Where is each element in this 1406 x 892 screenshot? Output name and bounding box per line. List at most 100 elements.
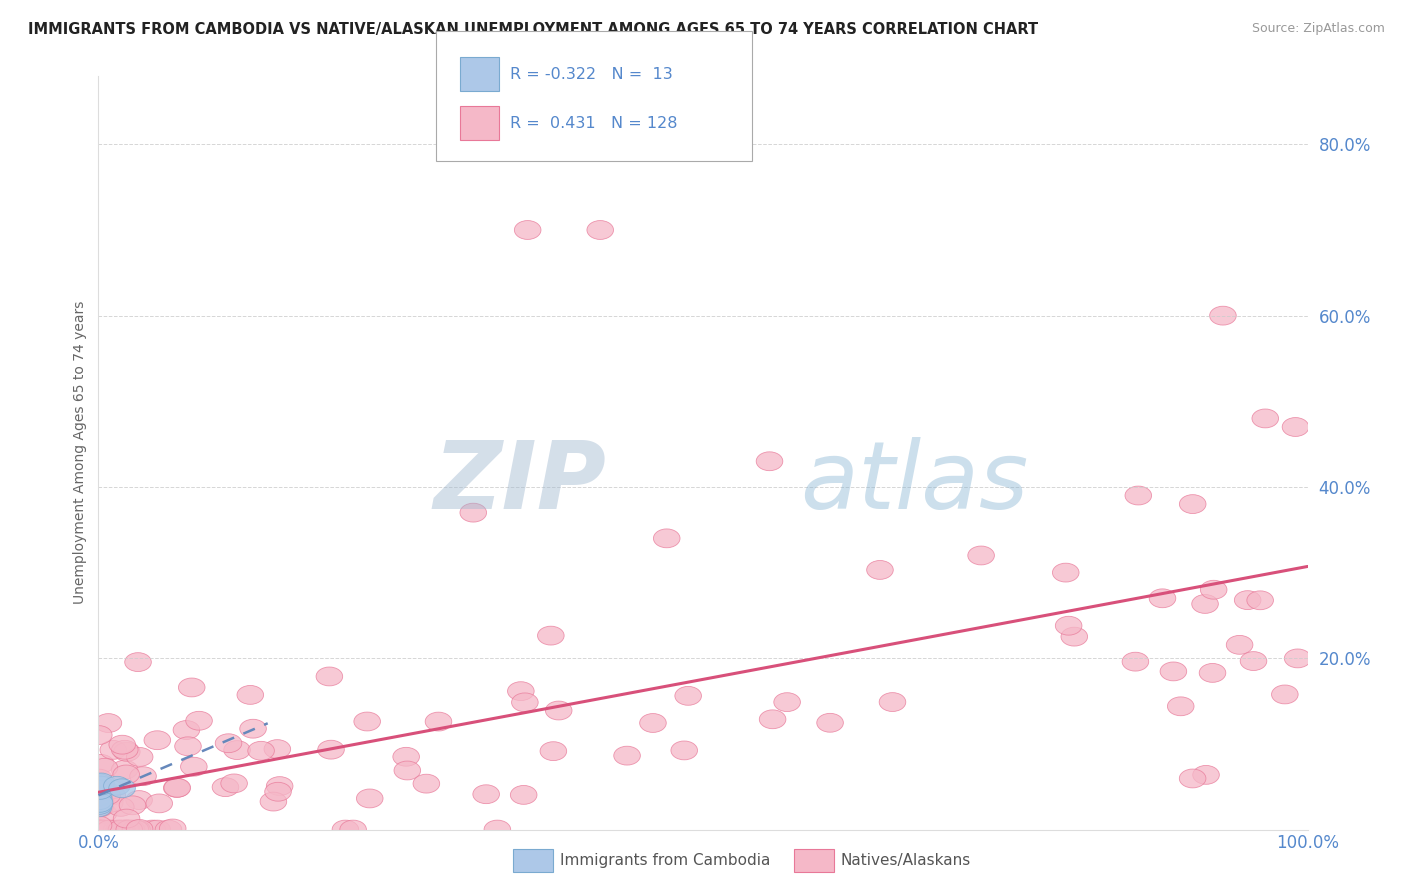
Ellipse shape <box>122 820 149 839</box>
Ellipse shape <box>1284 649 1310 668</box>
Ellipse shape <box>86 792 111 811</box>
Ellipse shape <box>86 820 111 839</box>
Ellipse shape <box>340 820 367 839</box>
Ellipse shape <box>614 747 640 765</box>
Ellipse shape <box>163 779 190 797</box>
Ellipse shape <box>540 742 567 761</box>
Ellipse shape <box>146 794 173 813</box>
Ellipse shape <box>1209 306 1236 325</box>
Ellipse shape <box>515 220 541 239</box>
Ellipse shape <box>546 701 572 720</box>
Ellipse shape <box>127 747 153 766</box>
Ellipse shape <box>879 692 905 712</box>
Ellipse shape <box>238 685 263 705</box>
Ellipse shape <box>654 529 681 548</box>
Ellipse shape <box>1062 627 1088 646</box>
Ellipse shape <box>118 820 145 839</box>
Ellipse shape <box>247 741 274 760</box>
Ellipse shape <box>114 742 141 761</box>
Ellipse shape <box>125 790 152 809</box>
Ellipse shape <box>159 819 186 838</box>
Ellipse shape <box>139 820 166 839</box>
Ellipse shape <box>114 809 139 828</box>
Ellipse shape <box>143 820 170 839</box>
Ellipse shape <box>174 737 201 756</box>
Ellipse shape <box>240 719 266 738</box>
Ellipse shape <box>967 546 994 565</box>
Ellipse shape <box>86 820 112 839</box>
Ellipse shape <box>86 786 112 805</box>
Ellipse shape <box>817 714 844 732</box>
Ellipse shape <box>1180 495 1206 514</box>
Ellipse shape <box>186 711 212 731</box>
Ellipse shape <box>510 786 537 805</box>
Ellipse shape <box>1271 685 1298 704</box>
Ellipse shape <box>1056 616 1083 635</box>
Ellipse shape <box>221 774 247 793</box>
Ellipse shape <box>155 820 181 839</box>
Ellipse shape <box>1282 417 1309 436</box>
Ellipse shape <box>120 796 146 814</box>
Ellipse shape <box>97 794 124 813</box>
Ellipse shape <box>179 678 205 697</box>
Ellipse shape <box>86 816 112 835</box>
Ellipse shape <box>86 769 112 788</box>
Ellipse shape <box>1240 652 1267 671</box>
Ellipse shape <box>1122 652 1149 671</box>
Text: Natives/Alaskans: Natives/Alaskans <box>841 854 972 868</box>
Ellipse shape <box>87 780 112 799</box>
Ellipse shape <box>224 740 250 759</box>
Ellipse shape <box>266 777 292 796</box>
Ellipse shape <box>472 785 499 804</box>
Ellipse shape <box>86 797 112 817</box>
Ellipse shape <box>332 820 359 839</box>
Ellipse shape <box>103 820 129 839</box>
Ellipse shape <box>173 721 200 739</box>
Ellipse shape <box>212 778 239 797</box>
Ellipse shape <box>86 780 111 798</box>
Ellipse shape <box>1053 563 1078 582</box>
Ellipse shape <box>586 220 613 239</box>
Ellipse shape <box>87 755 114 773</box>
Ellipse shape <box>86 791 112 810</box>
Ellipse shape <box>264 739 291 758</box>
Ellipse shape <box>1201 581 1227 599</box>
Ellipse shape <box>93 781 120 800</box>
Ellipse shape <box>86 820 112 839</box>
Ellipse shape <box>143 731 170 749</box>
Ellipse shape <box>107 797 134 816</box>
Ellipse shape <box>675 687 702 706</box>
Text: IMMIGRANTS FROM CAMBODIA VS NATIVE/ALASKAN UNEMPLOYMENT AMONG AGES 65 TO 74 YEAR: IMMIGRANTS FROM CAMBODIA VS NATIVE/ALASK… <box>28 22 1038 37</box>
Ellipse shape <box>94 786 121 805</box>
Text: Source: ZipAtlas.com: Source: ZipAtlas.com <box>1251 22 1385 36</box>
Ellipse shape <box>1160 662 1187 681</box>
Ellipse shape <box>90 804 117 822</box>
Ellipse shape <box>108 820 135 839</box>
Ellipse shape <box>1167 697 1194 715</box>
Ellipse shape <box>87 773 114 792</box>
Ellipse shape <box>86 820 111 839</box>
Ellipse shape <box>260 792 287 811</box>
Ellipse shape <box>111 760 138 779</box>
Text: R =  0.431   N = 128: R = 0.431 N = 128 <box>510 116 678 130</box>
Ellipse shape <box>1180 769 1206 788</box>
Ellipse shape <box>1234 591 1261 609</box>
Ellipse shape <box>1192 595 1219 614</box>
Ellipse shape <box>108 735 135 754</box>
Text: R = -0.322   N =  13: R = -0.322 N = 13 <box>510 67 673 81</box>
Ellipse shape <box>508 681 534 700</box>
Ellipse shape <box>87 797 112 817</box>
Ellipse shape <box>86 790 111 809</box>
Ellipse shape <box>115 820 142 839</box>
Ellipse shape <box>1226 635 1253 654</box>
Ellipse shape <box>129 767 156 786</box>
Ellipse shape <box>1125 486 1152 505</box>
Ellipse shape <box>425 712 451 731</box>
Ellipse shape <box>107 820 134 839</box>
Ellipse shape <box>759 710 786 729</box>
Ellipse shape <box>756 452 783 471</box>
Ellipse shape <box>86 787 112 806</box>
Ellipse shape <box>96 714 122 732</box>
Ellipse shape <box>100 740 127 759</box>
Ellipse shape <box>86 820 112 839</box>
